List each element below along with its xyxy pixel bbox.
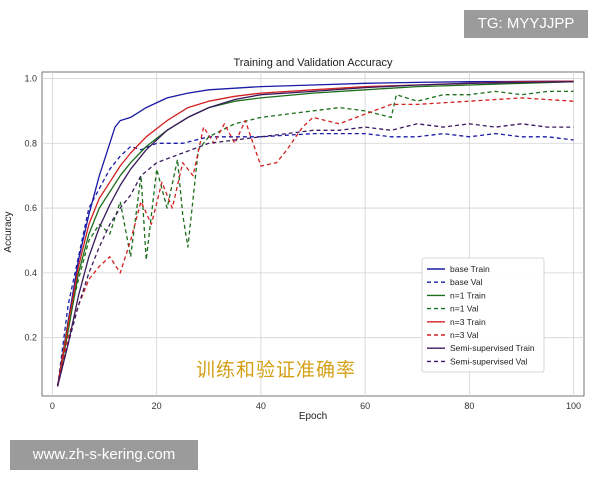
series-line-5 [56, 97, 574, 387]
series-line-7 [56, 123, 574, 387]
watermark-top-badge: TG: MYYJJPP [464, 10, 588, 38]
y-tick-label: 0.6 [24, 203, 37, 213]
series-line-3 [56, 90, 574, 387]
legend-box [421, 257, 545, 373]
legend-label-2: n=1 Train [450, 290, 486, 300]
x-tick-label: 80 [464, 401, 474, 411]
x-tick-label: 100 [566, 401, 581, 411]
x-tick-label: 40 [256, 401, 266, 411]
y-tick-label: 0.4 [24, 268, 37, 278]
series-line-0 [56, 80, 574, 387]
y-tick-label: 1.0 [24, 73, 37, 83]
x-tick-label: 0 [50, 401, 55, 411]
legend-label-0: base Train [450, 264, 490, 274]
legend-label-3: n=1 Val [450, 304, 479, 314]
legend-label-7: Semi-supervised Val [450, 356, 527, 366]
series-line-6 [56, 81, 574, 387]
x-tick-label: 60 [360, 401, 370, 411]
y-axis-label: Accuracy [3, 211, 14, 252]
x-tick-label: 20 [152, 401, 162, 411]
watermark-url-badge: www.zh-s-kering.com [10, 440, 198, 470]
legend-label-4: n=3 Train [450, 317, 486, 327]
legend-label-6: Semi-supervised Train [450, 343, 535, 353]
legend-label-5: n=3 Val [450, 330, 479, 340]
legend-label-1: base Val [450, 277, 483, 287]
y-tick-label: 0.8 [24, 138, 37, 148]
x-axis-label: Epoch [299, 411, 327, 422]
chart-title: Training and Validation Accuracy [234, 57, 393, 69]
chart-caption-cn: 训练和验证准确率 [196, 359, 357, 381]
y-tick-label: 0.2 [24, 333, 37, 343]
